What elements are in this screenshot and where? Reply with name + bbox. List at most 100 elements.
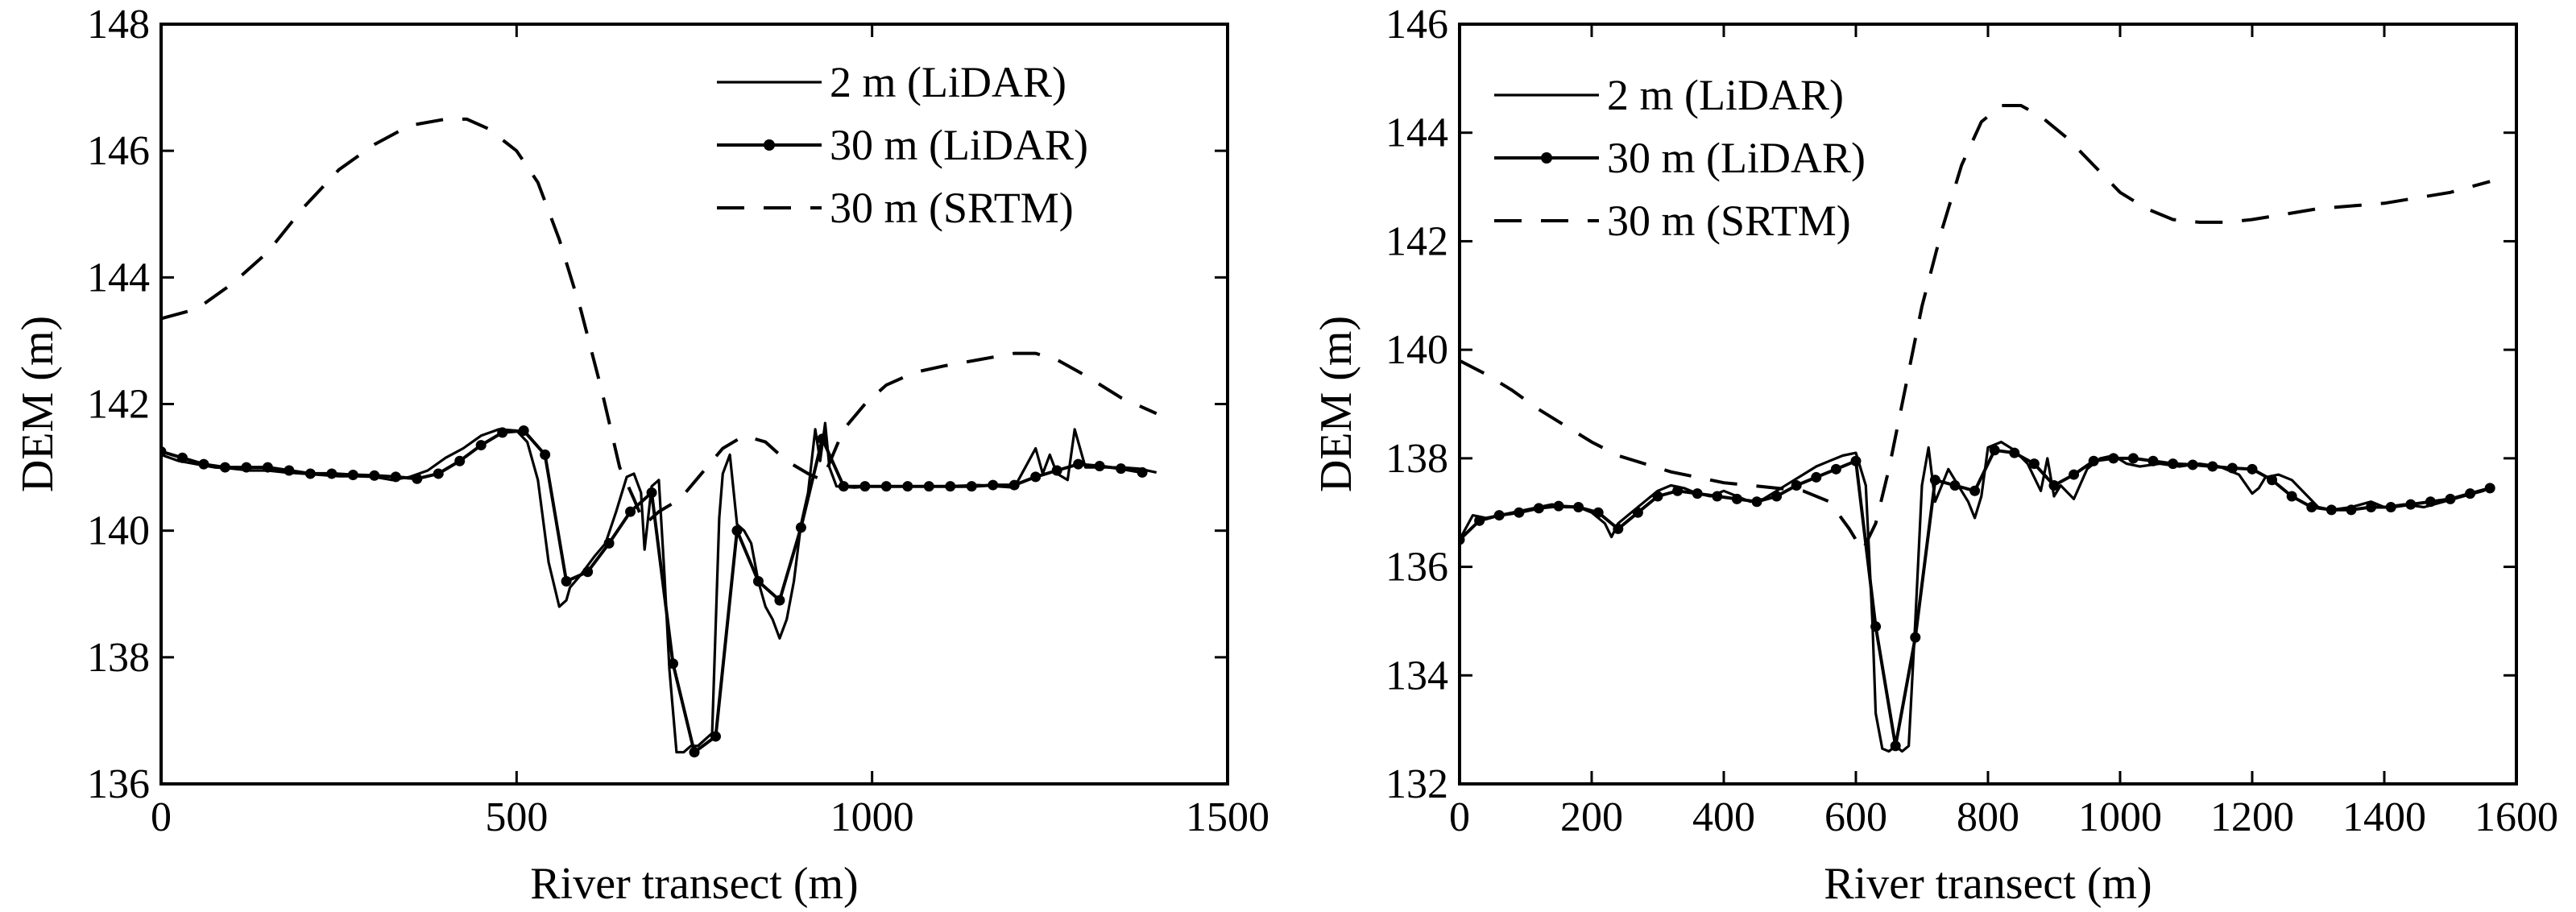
data-point-lidar-30m [603, 537, 615, 549]
series-line-srtm-30m [1460, 104, 2491, 554]
data-point-lidar-30m [774, 595, 785, 606]
data-point-lidar-30m [176, 452, 188, 463]
data-point-lidar-30m [347, 470, 358, 481]
data-point-lidar-30m [1514, 507, 1525, 518]
y-tick-label: 138 [87, 635, 150, 681]
legend-label-lidar-30m: 30 m (LiDAR) [830, 121, 1088, 169]
data-point-lidar-30m [2346, 504, 2357, 516]
data-point-lidar-30m [1008, 479, 1020, 491]
data-point-lidar-30m [689, 747, 700, 758]
data-point-lidar-30m [1652, 491, 1663, 502]
legend-marker-lidar-30m [1541, 152, 1552, 164]
data-point-lidar-30m [1692, 488, 1703, 500]
data-point-lidar-30m [2127, 453, 2139, 464]
data-point-lidar-30m [2405, 499, 2417, 510]
data-point-lidar-30m [412, 473, 423, 484]
data-point-lidar-30m [1910, 632, 1921, 643]
data-point-lidar-30m [1116, 463, 1127, 475]
x-axis-title: River transect (m) [1824, 859, 2151, 909]
data-point-lidar-30m [1890, 740, 1901, 752]
y-axis-title: DEM (m) [13, 316, 63, 492]
y-tick-label: 148 [87, 2, 150, 48]
data-point-lidar-30m [646, 487, 657, 499]
data-point-lidar-30m [326, 468, 338, 479]
y-tick-label: 144 [87, 255, 150, 301]
data-point-lidar-30m [2247, 463, 2258, 475]
data-point-lidar-30m [838, 481, 849, 492]
data-point-lidar-30m [2286, 491, 2297, 502]
data-point-lidar-30m [1989, 445, 2000, 456]
data-point-lidar-30m [1573, 501, 1584, 512]
y-tick-label: 142 [87, 382, 150, 428]
x-tick-label: 500 [485, 794, 548, 840]
x-tick-label: 600 [1824, 794, 1887, 840]
data-point-lidar-30m [1870, 621, 1882, 632]
legend-label-lidar-30m: 30 m (LiDAR) [1607, 134, 1866, 182]
data-point-lidar-30m [454, 455, 466, 466]
data-point-lidar-30m [198, 458, 209, 470]
data-point-lidar-30m [540, 449, 551, 460]
y-tick-label: 136 [87, 761, 150, 807]
data-point-lidar-30m [219, 462, 230, 473]
y-tick-label: 142 [1385, 218, 1448, 264]
data-point-lidar-30m [1969, 485, 1981, 496]
data-point-lidar-30m [1613, 523, 1624, 534]
data-point-lidar-30m [1030, 471, 1042, 483]
y-tick-label: 146 [1385, 2, 1448, 48]
plot-area [161, 117, 1158, 758]
y-tick-label: 132 [1385, 761, 1448, 807]
data-point-lidar-30m [1850, 455, 1862, 466]
x-tick-label: 1500 [1186, 794, 1269, 840]
data-point-lidar-30m [2187, 459, 2198, 471]
data-point-lidar-30m [2147, 455, 2159, 466]
data-point-lidar-30m [1811, 471, 1822, 483]
data-point-lidar-30m [1712, 491, 1723, 502]
legend-label-srtm-30m: 30 m (SRTM) [830, 184, 1074, 232]
data-point-lidar-30m [966, 481, 977, 492]
y-tick-label: 138 [1385, 436, 1448, 482]
data-point-lidar-30m [1051, 465, 1062, 476]
data-point-lidar-30m [2306, 501, 2317, 512]
data-point-lidar-30m [1751, 496, 1762, 508]
data-point-lidar-30m [2484, 483, 2495, 494]
data-point-lidar-30m [1672, 485, 1684, 496]
data-point-lidar-30m [262, 462, 273, 473]
data-point-lidar-30m [2009, 447, 2020, 458]
data-point-lidar-30m [1460, 534, 1465, 545]
legend-label-srtm-30m: 30 m (SRTM) [1607, 197, 1851, 245]
data-point-lidar-30m [817, 433, 828, 445]
data-point-lidar-30m [2088, 455, 2099, 466]
data-point-lidar-30m [2267, 475, 2278, 486]
data-point-lidar-30m [1137, 466, 1148, 478]
y-tick-label: 136 [1385, 545, 1448, 591]
x-tick-label: 1200 [2210, 794, 2294, 840]
data-point-lidar-30m [2168, 458, 2179, 470]
data-point-lidar-30m [1929, 475, 1940, 486]
x-tick-label: 200 [1560, 794, 1623, 840]
data-point-lidar-30m [2425, 496, 2436, 508]
x-tick-label: 800 [1957, 794, 2019, 840]
data-point-lidar-30m [582, 566, 594, 578]
x-tick-label: 0 [1449, 794, 1470, 840]
data-point-lidar-30m [475, 440, 487, 451]
data-point-lidar-30m [304, 468, 316, 479]
y-axis-title: DEM (m) [1311, 316, 1361, 492]
data-point-lidar-30m [880, 481, 892, 492]
data-point-lidar-30m [1592, 507, 1604, 518]
data-point-lidar-30m [497, 427, 508, 438]
data-point-lidar-30m [2069, 469, 2080, 480]
data-point-lidar-30m [2325, 504, 2337, 516]
data-point-lidar-30m [2108, 453, 2119, 464]
x-tick-label: 1400 [2342, 794, 2426, 840]
y-tick-label: 146 [87, 128, 150, 174]
series-line-srtm-30m [161, 117, 1158, 528]
data-point-lidar-30m [518, 425, 529, 437]
series-line-lidar-30m [161, 429, 1143, 754]
legend-label-lidar-2m: 2 m (LiDAR) [1607, 71, 1844, 119]
data-point-lidar-30m [2226, 462, 2238, 474]
data-point-lidar-30m [1073, 458, 1084, 470]
legend-marker-lidar-30m [764, 139, 775, 151]
data-point-lidar-30m [561, 576, 572, 587]
data-point-lidar-30m [923, 481, 934, 492]
